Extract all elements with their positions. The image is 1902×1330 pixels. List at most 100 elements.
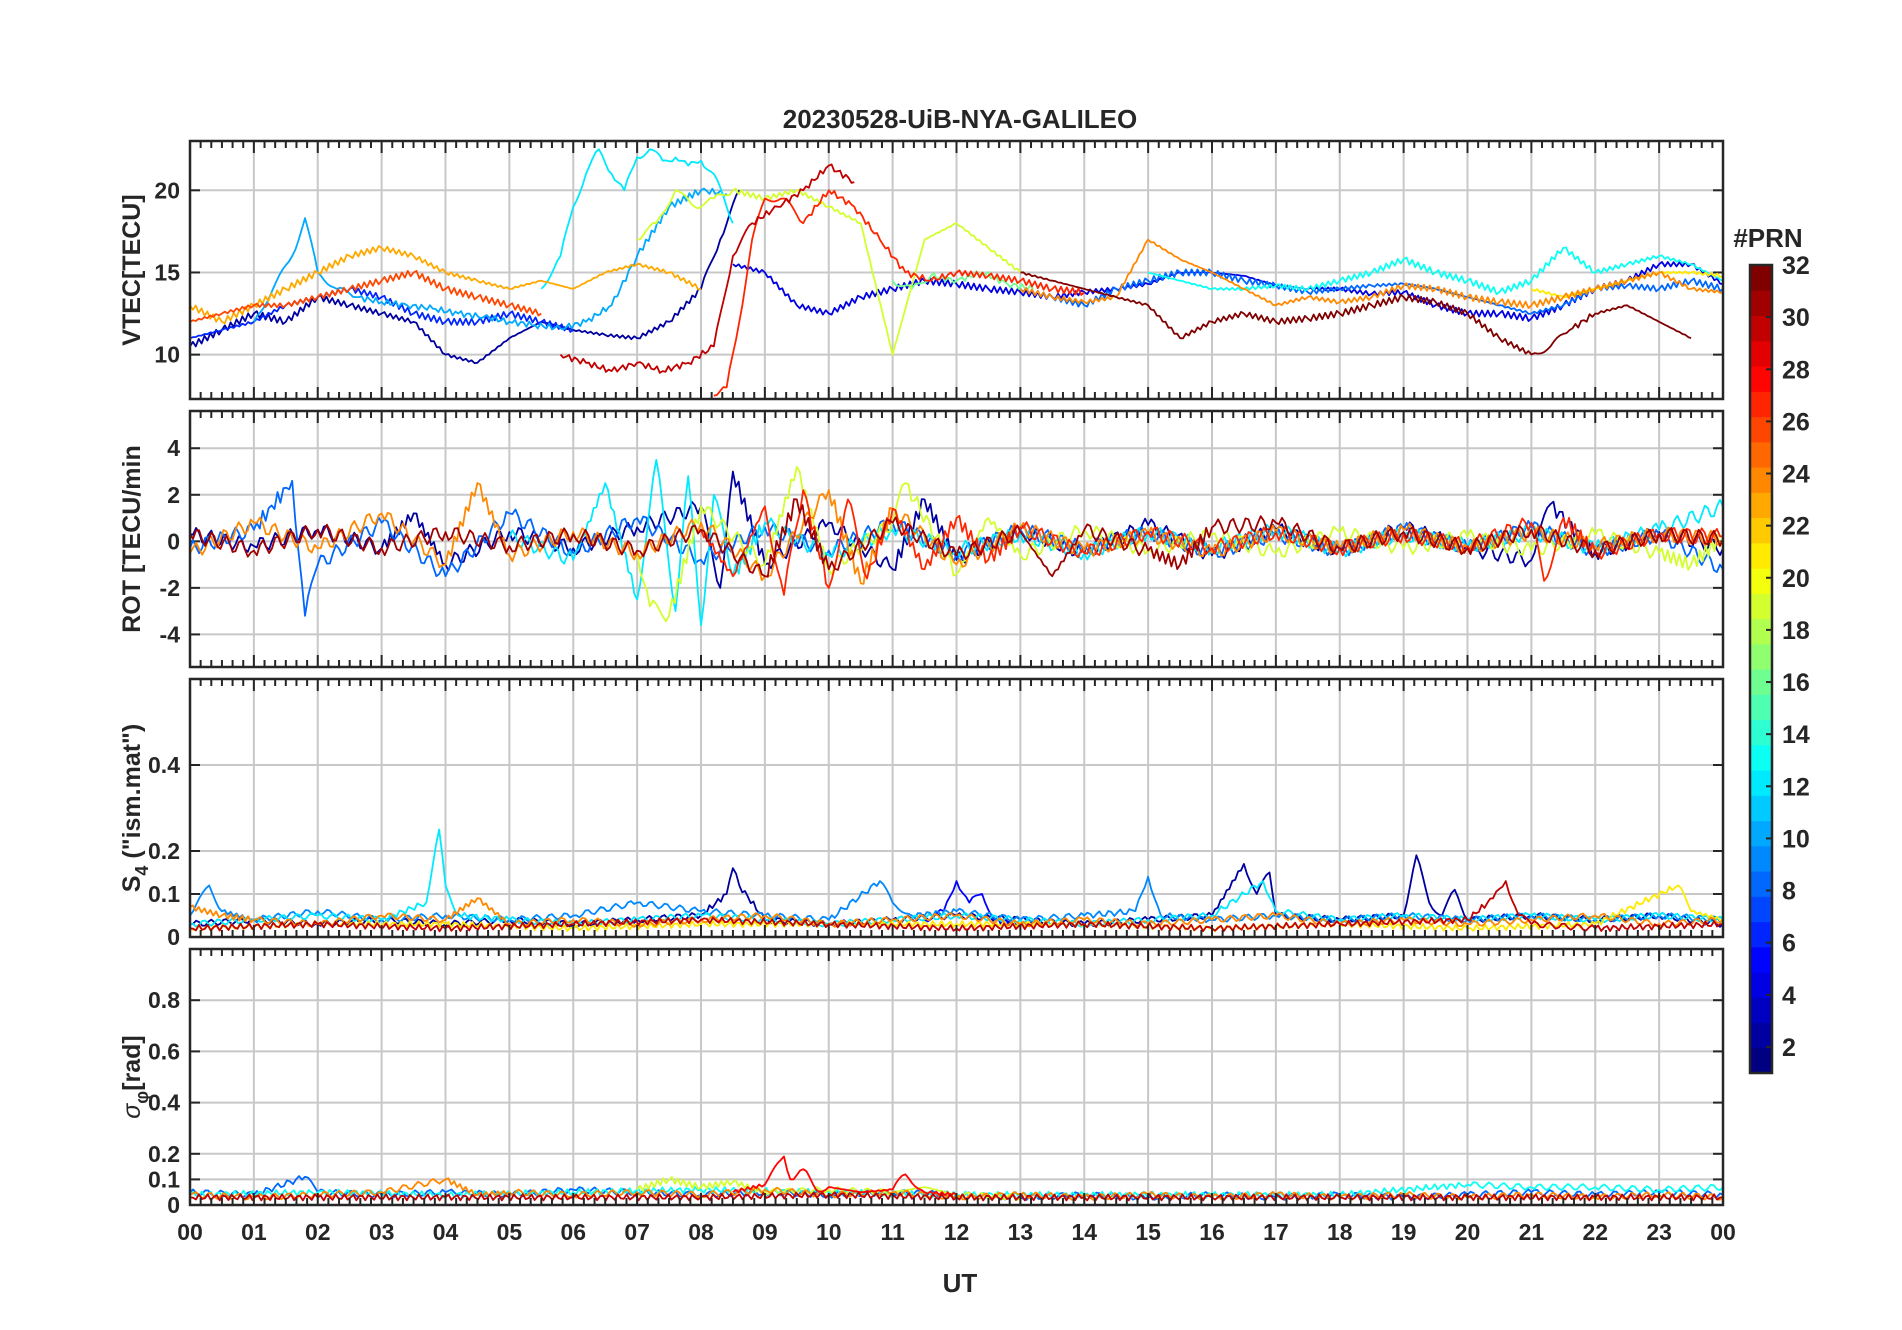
x-tick-label: 10 <box>816 1219 842 1245</box>
colorbar-segment <box>1750 744 1772 771</box>
x-tick-label: 07 <box>624 1219 650 1245</box>
y-tick-label: 0.2 <box>148 838 180 864</box>
colorbar-segment <box>1750 1022 1772 1049</box>
colorbar-title: #PRN <box>1733 223 1802 253</box>
x-tick-label: 23 <box>1646 1219 1672 1245</box>
colorbar-segment <box>1750 391 1772 418</box>
colorbar-segment <box>1750 997 1772 1024</box>
y-axis-label-sub: 4 <box>132 866 152 876</box>
y-axis-label-main: σ <box>118 1103 146 1119</box>
y-tick-label: 20 <box>154 177 180 203</box>
colorbar-tick-label: 32 <box>1782 252 1810 280</box>
panel-rot: -4 -2 0 2 4 ROT [TECU/min <box>118 409 1725 669</box>
series-line-prn-23 <box>190 245 702 325</box>
colorbar-segment <box>1750 492 1772 519</box>
y-axis-label: ROT [TECU/min <box>118 445 146 633</box>
series-line-prn-19 <box>636 466 1723 623</box>
x-axis-label: UT <box>943 1268 978 1298</box>
y-tick-label: -4 <box>160 621 181 647</box>
y-tick-label: 0.6 <box>148 1038 180 1064</box>
series-line-prn-30 <box>559 163 855 374</box>
x-tick-label: 12 <box>944 1219 970 1245</box>
x-tick-label: 00 <box>1710 1219 1736 1245</box>
axes-frame <box>188 139 1725 401</box>
colorbar-tick-label: 22 <box>1782 513 1810 541</box>
x-tick-label: 00 <box>177 1219 203 1245</box>
x-tick-label: 19 <box>1391 1219 1417 1245</box>
series-line-prn-32 <box>1020 271 1692 356</box>
colorbar-tick-label: 14 <box>1782 721 1810 749</box>
colorbar-segment <box>1750 542 1772 569</box>
x-tick-label: 05 <box>497 1219 523 1245</box>
y-axis-label-main: S <box>118 876 146 893</box>
x-tick-label: 08 <box>688 1219 714 1245</box>
colorbar-segment <box>1750 669 1772 695</box>
colorbar-segment <box>1750 315 1772 342</box>
colorbar-segment <box>1750 1047 1772 1074</box>
colorbar-tick-label: 4 <box>1782 982 1796 1010</box>
axes-frame <box>188 409 1725 669</box>
y-tick-label: 2 <box>167 482 180 508</box>
y-tick-label: 0 <box>167 924 180 950</box>
colorbar-segment <box>1750 921 1772 948</box>
series-line-prn-27 <box>700 489 1723 596</box>
colorbar-tick-label: 10 <box>1782 825 1810 853</box>
colorbar-tick-label: 6 <box>1782 930 1796 958</box>
y-axis-label-sub: φ <box>132 1091 152 1104</box>
panel-vtec: 10 15 20 VTEC[TECU] <box>118 139 1725 401</box>
colorbar-segment <box>1750 290 1772 317</box>
colorbar-tick-label: 16 <box>1782 669 1810 697</box>
y-tick-label: 0.4 <box>148 752 180 778</box>
colorbar-segment <box>1750 416 1772 443</box>
colorbar-segment <box>1750 896 1772 923</box>
x-tick-label: 01 <box>241 1219 267 1245</box>
panel-s4: 00.10.20.4S4 ("ism.mat") <box>118 677 1725 950</box>
colorbar-segment <box>1750 366 1772 392</box>
y-tick-label: 10 <box>154 342 180 368</box>
colorbar-tick-label: 26 <box>1782 408 1810 436</box>
colorbar-segment <box>1750 795 1772 822</box>
colorbar-segment <box>1750 820 1772 847</box>
series-line-prn-2 <box>190 189 741 364</box>
colorbar-segment <box>1750 593 1772 620</box>
colorbar-segment <box>1750 719 1772 746</box>
series-line-prn-24 <box>190 897 1723 928</box>
x-tick-label: 03 <box>369 1219 395 1245</box>
colorbar-segment <box>1750 972 1772 998</box>
colorbar-segment <box>1750 946 1772 973</box>
colorbar-tick-label: 8 <box>1782 878 1796 906</box>
y-tick-label: 15 <box>154 259 180 285</box>
colorbar-segment <box>1750 845 1772 872</box>
colorbar-tick-label: 2 <box>1782 1034 1796 1062</box>
y-tick-label: 0.1 <box>148 1166 180 1192</box>
x-tick-label: 06 <box>560 1219 586 1245</box>
series-line-prn-5 <box>924 880 1021 927</box>
x-tick-label: 20 <box>1455 1219 1481 1245</box>
x-tick-label: 22 <box>1582 1219 1608 1245</box>
y-tick-label: 4 <box>167 435 180 461</box>
series-group <box>190 828 1723 933</box>
axes-frame <box>188 677 1725 939</box>
series-line-prn-27 <box>713 189 1085 397</box>
y-axis-label-main: ROT [TECU/min <box>118 445 146 633</box>
y-axis-label: σφ[rad] <box>118 1035 152 1119</box>
colorbar-tick-label: 28 <box>1782 356 1810 384</box>
colorbar-tick-label: 12 <box>1782 773 1810 801</box>
colorbar-segment <box>1750 694 1772 721</box>
x-tick-label: 21 <box>1519 1219 1545 1245</box>
x-tick-labels: 00 01 02 03 04 05 06 07 08 09 10 11 12 13 14 15 16 17 18 19… <box>177 1219 1736 1245</box>
series-line-prn-21 <box>1530 270 1723 299</box>
y-tick-label: 0 <box>167 528 180 554</box>
x-tick-label: 15 <box>1135 1219 1161 1245</box>
colorbar-segment <box>1750 871 1772 897</box>
y-tick-label: -2 <box>160 575 180 601</box>
colorbar-segment <box>1750 770 1772 796</box>
series-line-prn-12 <box>540 148 734 290</box>
series-group <box>190 148 1723 397</box>
colorbar-segment <box>1750 618 1772 645</box>
colorbar-frame <box>1748 263 1774 1075</box>
colorbar-segment <box>1750 467 1772 493</box>
